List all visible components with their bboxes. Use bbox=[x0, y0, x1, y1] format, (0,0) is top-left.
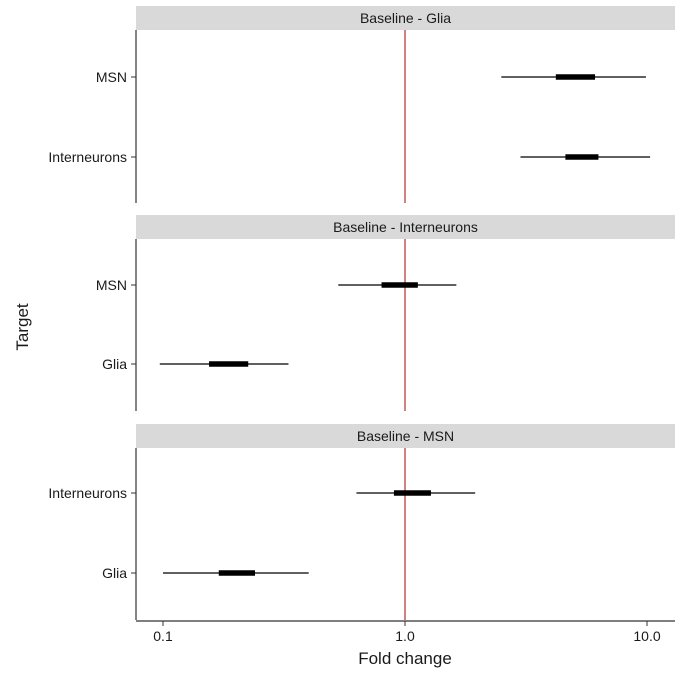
x-tick-label: 10.0 bbox=[633, 628, 660, 644]
facet-panel: Baseline - MSN Interneurons Glia bbox=[48, 424, 675, 620]
y-axis-title: Target bbox=[13, 303, 32, 351]
facet-strip-label: Baseline - Glia bbox=[360, 10, 451, 26]
facet-strip bbox=[136, 6, 675, 30]
facet-strip bbox=[136, 215, 675, 239]
y-tick-label: Glia bbox=[102, 565, 127, 581]
facet-strip-label: Baseline - Interneurons bbox=[333, 219, 478, 235]
facet-strip-label: Baseline - MSN bbox=[357, 428, 454, 444]
x-tick-label: 1.0 bbox=[395, 628, 415, 644]
facet-panel: Baseline - Glia MSN Interneurons bbox=[48, 6, 675, 203]
y-tick-label: MSN bbox=[96, 277, 127, 293]
y-tick-label: Interneurons bbox=[48, 485, 127, 501]
facet-panel: Baseline - Interneurons MSN Glia bbox=[96, 215, 675, 411]
y-tick-label: Glia bbox=[102, 356, 127, 372]
x-tick-label: 0.1 bbox=[153, 628, 173, 644]
facet-strip bbox=[136, 424, 675, 448]
y-tick-label: Interneurons bbox=[48, 149, 127, 165]
y-tick-label: MSN bbox=[96, 69, 127, 85]
x-axis-title: Fold change bbox=[358, 649, 452, 668]
